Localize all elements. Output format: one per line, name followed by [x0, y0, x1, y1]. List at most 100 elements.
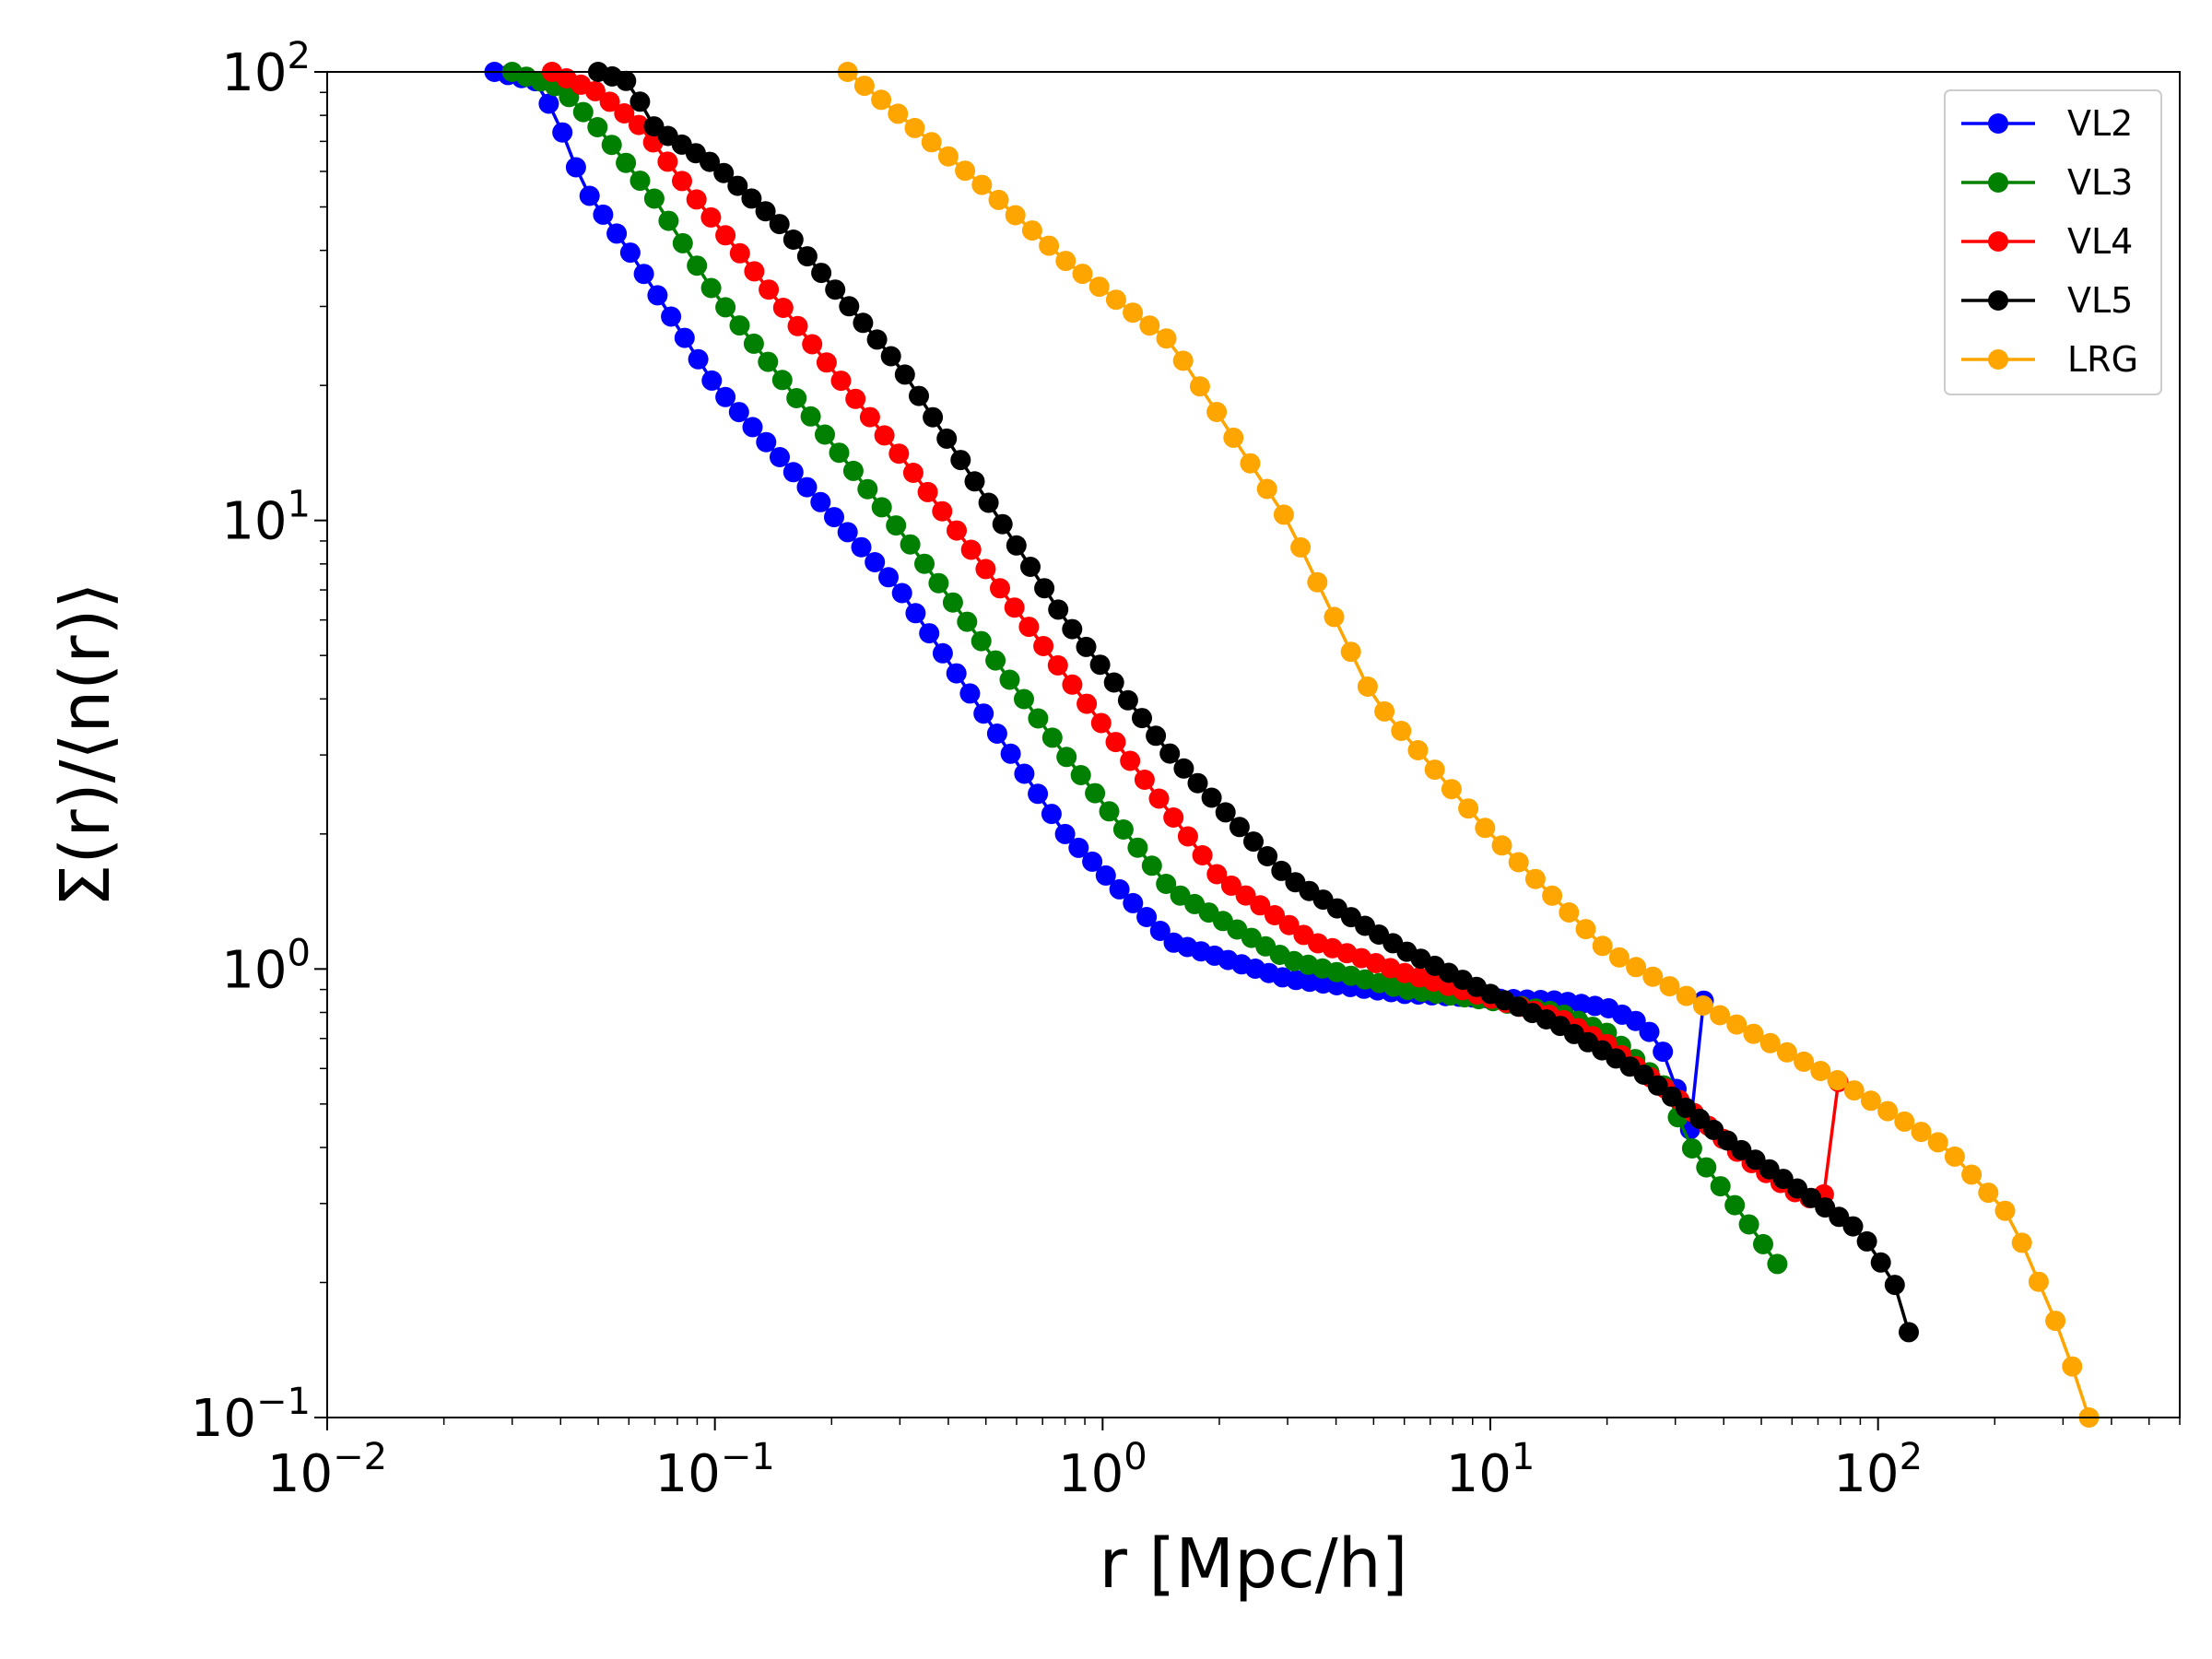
data-point-vl5 — [1062, 618, 1083, 640]
data-point-lrg — [1340, 641, 1361, 663]
data-point-vl5 — [1661, 1086, 1682, 1107]
data-point-vl5 — [1689, 1108, 1711, 1129]
data-point-lrg — [1524, 868, 1546, 889]
data-point-vl4 — [744, 261, 765, 282]
data-point-vl3 — [672, 232, 693, 253]
data-point-vl4 — [629, 114, 649, 135]
series-lrg — [837, 62, 2100, 1428]
data-point-vl5 — [880, 346, 901, 367]
data-point-lrg — [1843, 1080, 1865, 1101]
data-point-vl5 — [1842, 1216, 1864, 1237]
data-point-vl5 — [811, 263, 832, 284]
data-point-vl4 — [584, 80, 606, 101]
data-point-lrg — [1927, 1132, 1948, 1153]
data-point-vl2 — [565, 157, 586, 178]
data-point-lrg — [1156, 328, 1177, 349]
data-point-lrg — [1692, 995, 1713, 1016]
data-point-vl5 — [853, 312, 874, 334]
data-point-vl3 — [771, 370, 793, 391]
x-axis-label: r [Mpc/h] — [1099, 1524, 1407, 1604]
data-point-vl3 — [616, 152, 637, 173]
data-point-vl3 — [1127, 837, 1148, 858]
data-point-vl2 — [1000, 743, 1021, 764]
data-point-lrg — [1776, 1041, 1797, 1063]
data-point-vl5 — [992, 513, 1013, 535]
data-point-vl3 — [1056, 747, 1077, 768]
data-point-lrg — [1123, 302, 1144, 324]
data-point-lrg — [871, 89, 892, 111]
data-point-lrg — [1794, 1051, 1815, 1072]
data-point-vl4 — [947, 520, 967, 541]
data-point-vl5 — [1006, 535, 1027, 556]
data-point-vl3 — [687, 255, 708, 276]
legend-marker-vl4 — [1988, 231, 2008, 252]
data-point-vl4 — [1220, 875, 1241, 896]
data-point-lrg — [1324, 606, 1345, 628]
data-point-vl5 — [1271, 860, 1292, 881]
legend-frame — [1944, 89, 2162, 395]
data-point-lrg — [1894, 1111, 1915, 1132]
data-point-vl5 — [1856, 1230, 1877, 1252]
data-point-vl4 — [874, 425, 895, 446]
data-point-vl2 — [782, 462, 804, 483]
data-point-lrg — [1407, 740, 1429, 760]
data-point-vl5 — [1703, 1119, 1724, 1140]
data-point-lrg — [1374, 700, 1395, 722]
data-point-vl5 — [1201, 787, 1222, 808]
data-point-vl3 — [1738, 1214, 1759, 1235]
data-point-vl3 — [758, 351, 779, 372]
data-point-vl2 — [661, 306, 682, 327]
data-point-vl2 — [674, 327, 695, 348]
data-point-lrg — [1307, 571, 1328, 593]
data-point-lrg — [2045, 1311, 2066, 1332]
x-tick-label: 10−2 — [267, 1436, 387, 1504]
data-point-lrg — [1105, 289, 1126, 311]
data-point-lrg — [1726, 1014, 1747, 1035]
data-point-vl2 — [878, 567, 899, 588]
data-point-vl3 — [914, 553, 935, 574]
data-point-vl3 — [658, 210, 679, 231]
data-point-vl2 — [1068, 837, 1089, 858]
data-point-vl2 — [552, 122, 573, 143]
data-point-vl3 — [886, 515, 907, 536]
data-point-lrg — [1273, 504, 1294, 525]
data-point-vl4 — [888, 443, 910, 465]
data-point-lrg — [1860, 1090, 1881, 1112]
data-point-vl3 — [857, 478, 878, 500]
data-point-vl5 — [1187, 772, 1208, 794]
data-point-vl2 — [837, 522, 858, 543]
plot-frame — [326, 71, 2181, 1418]
data-point-vl4 — [960, 539, 982, 560]
data-point-lrg — [1458, 798, 1479, 819]
data-point-vl3 — [1710, 1176, 1731, 1197]
data-point-vl3 — [815, 424, 835, 445]
data-point-vl3 — [1041, 727, 1063, 748]
data-point-vl5 — [796, 246, 818, 267]
data-point-lrg — [2028, 1271, 2049, 1292]
data-point-vl5 — [1034, 578, 1055, 599]
data-point-lrg — [1139, 315, 1160, 336]
data-point-vl3 — [971, 630, 992, 652]
data-point-vl3 — [1753, 1233, 1773, 1254]
data-point-vl2 — [1625, 1010, 1646, 1031]
data-point-vl5 — [1020, 557, 1041, 577]
data-point-vl5 — [923, 406, 944, 428]
data-point-vl4 — [1192, 845, 1213, 865]
data-point-vl2 — [1109, 878, 1130, 900]
data-point-lrg — [1810, 1061, 1831, 1081]
data-point-vl5 — [1647, 1075, 1668, 1096]
data-point-vl3 — [1724, 1194, 1746, 1216]
data-point-lrg — [1961, 1164, 1983, 1185]
data-point-lrg — [1676, 985, 1697, 1006]
data-point-lrg — [1508, 852, 1529, 873]
data-point-vl5 — [769, 214, 790, 235]
data-point-lrg — [1592, 935, 1613, 957]
data-point-vl5 — [1117, 689, 1138, 711]
legend-marker-lrg — [1988, 349, 2008, 370]
data-point-lrg — [853, 76, 875, 97]
data-point-vl4 — [902, 463, 924, 483]
data-point-lrg — [1189, 376, 1210, 397]
legend-label-vl4: VL4 — [2067, 221, 2133, 262]
data-point-lrg — [1005, 205, 1026, 226]
